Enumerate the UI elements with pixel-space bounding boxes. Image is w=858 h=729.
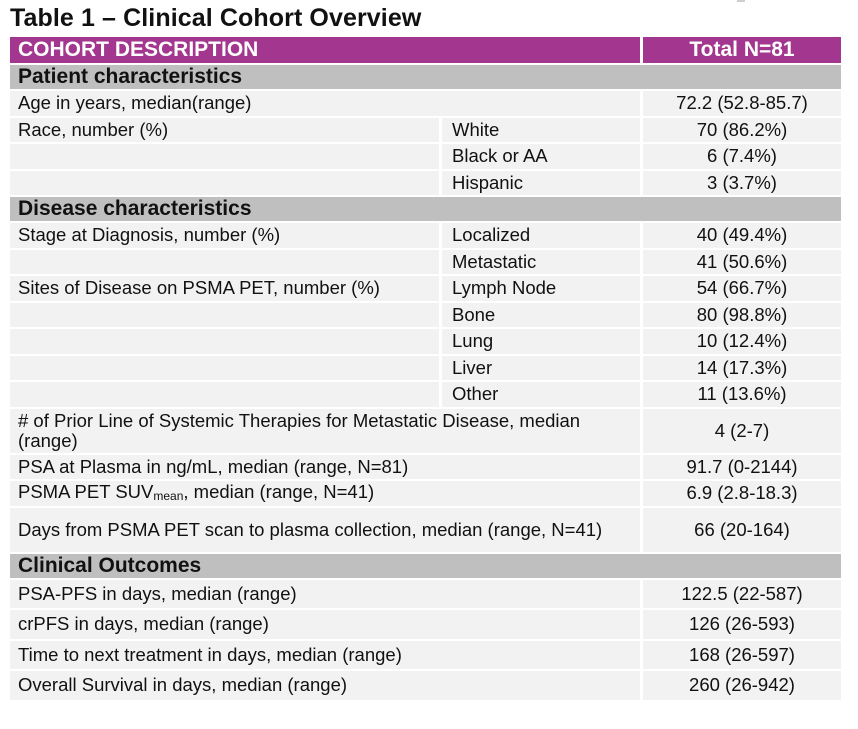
row-label: # of Prior Line of Systemic Therapies fo… <box>10 408 643 453</box>
row-value: 40 (49.4%) <box>643 223 841 248</box>
header-description: COHORT DESCRIPTION <box>10 37 643 63</box>
table-title: Table 1 – Clinical Cohort Overview <box>10 4 422 32</box>
row-label: Stage at Diagnosis, number (%) <box>10 223 442 248</box>
table-row: PSMA PET SUVmean, median (range, N=41) 6… <box>10 481 841 506</box>
row-value: 10 (12.4%) <box>643 329 841 354</box>
row-label: PSMA PET SUVmean, median (range, N=41) <box>10 481 643 506</box>
table-row: Bone 80 (98.8%) <box>10 302 841 327</box>
header-total: Total N=81 <box>643 37 841 63</box>
table-header-row: COHORT DESCRIPTION Total N=81 <box>10 37 841 63</box>
row-sublabel: Lung <box>442 329 643 354</box>
row-value: 91.7 (0-2144) <box>643 454 841 479</box>
table-row: Sites of Disease on PSMA PET, number (%)… <box>10 276 841 301</box>
row-label: Race, number (%) <box>10 117 442 142</box>
row-label: Age in years, median(range) <box>10 91 643 116</box>
row-label-empty <box>10 329 442 354</box>
section-row: Clinical Outcomes <box>10 553 841 578</box>
suv-label-subscript: mean <box>153 489 184 504</box>
decorative-mark <box>737 0 745 2</box>
row-label: Days from PSMA PET scan to plasma collec… <box>10 507 643 552</box>
table-row: Metastatic 41 (50.6%) <box>10 249 841 274</box>
row-value: 70 (86.2%) <box>643 117 841 142</box>
row-value: 41 (50.6%) <box>643 249 841 274</box>
row-value: 122.5 (22-587) <box>643 579 841 608</box>
row-label-empty <box>10 249 442 274</box>
row-sublabel: Liver <box>442 355 643 380</box>
row-value: 54 (66.7%) <box>643 276 841 301</box>
row-sublabel: Localized <box>442 223 643 248</box>
section-patient: Patient characteristics <box>10 65 841 89</box>
cohort-table: COHORT DESCRIPTION Total N=81 Patient ch… <box>10 35 841 702</box>
row-label-empty <box>10 302 442 327</box>
row-label: PSA-PFS in days, median (range) <box>10 579 643 608</box>
table-row: # of Prior Line of Systemic Therapies fo… <box>10 408 841 453</box>
suv-label-pre: PSMA PET SUV <box>18 481 154 503</box>
row-value: 11 (13.6%) <box>643 382 841 407</box>
suv-label-post: , median (range, N=41) <box>183 481 375 503</box>
table-row: Race, number (%) White 70 (86.2%) <box>10 117 841 142</box>
table-row: Other 11 (13.6%) <box>10 382 841 407</box>
table-row: crPFS in days, median (range) 126 (26-59… <box>10 610 841 639</box>
row-label: Overall Survival in days, median (range) <box>10 671 643 700</box>
row-label: Sites of Disease on PSMA PET, number (%) <box>10 276 442 301</box>
row-sublabel: Black or AA <box>442 144 643 169</box>
table-row: Hispanic 3 (3.7%) <box>10 170 841 195</box>
table-row: Time to next treatment in days, median (… <box>10 640 841 669</box>
row-value: 72.2 (52.8-85.7) <box>643 91 841 116</box>
row-label-empty <box>10 144 442 169</box>
table-row: PSA at Plasma in ng/mL, median (range, N… <box>10 454 841 479</box>
table-row: Lung 10 (12.4%) <box>10 329 841 354</box>
row-label: crPFS in days, median (range) <box>10 610 643 639</box>
section-row: Disease characteristics <box>10 197 841 221</box>
row-sublabel: Metastatic <box>442 249 643 274</box>
row-value: 66 (20-164) <box>643 507 841 552</box>
row-value: 126 (26-593) <box>643 610 841 639</box>
section-row: Patient characteristics <box>10 65 841 89</box>
row-sublabel: Lymph Node <box>442 276 643 301</box>
row-value: 260 (26-942) <box>643 671 841 700</box>
row-value: 168 (26-597) <box>643 640 841 669</box>
table-row: Overall Survival in days, median (range)… <box>10 671 841 700</box>
row-label-empty <box>10 170 442 195</box>
section-disease: Disease characteristics <box>10 197 841 221</box>
row-sublabel: White <box>442 117 643 142</box>
row-sublabel: Hispanic <box>442 170 643 195</box>
table-row: Liver 14 (17.3%) <box>10 355 841 380</box>
row-value: 14 (17.3%) <box>643 355 841 380</box>
row-label-empty <box>10 355 442 380</box>
row-label-empty <box>10 382 442 407</box>
table-row: Age in years, median(range) 72.2 (52.8-8… <box>10 91 841 116</box>
table-row: Days from PSMA PET scan to plasma collec… <box>10 507 841 552</box>
row-value: 6.9 (2.8-18.3) <box>643 481 841 506</box>
table-row: Stage at Diagnosis, number (%) Localized… <box>10 223 841 248</box>
section-outcomes: Clinical Outcomes <box>10 553 841 578</box>
row-label: PSA at Plasma in ng/mL, median (range, N… <box>10 454 643 479</box>
row-value: 4 (2-7) <box>643 408 841 453</box>
table-row: Black or AA 6 (7.4%) <box>10 144 841 169</box>
row-sublabel: Other <box>442 382 643 407</box>
row-sublabel: Bone <box>442 302 643 327</box>
row-value: 3 (3.7%) <box>643 170 841 195</box>
row-value: 6 (7.4%) <box>643 144 841 169</box>
row-label: Time to next treatment in days, median (… <box>10 640 643 669</box>
row-value: 80 (98.8%) <box>643 302 841 327</box>
table-row: PSA-PFS in days, median (range) 122.5 (2… <box>10 579 841 608</box>
